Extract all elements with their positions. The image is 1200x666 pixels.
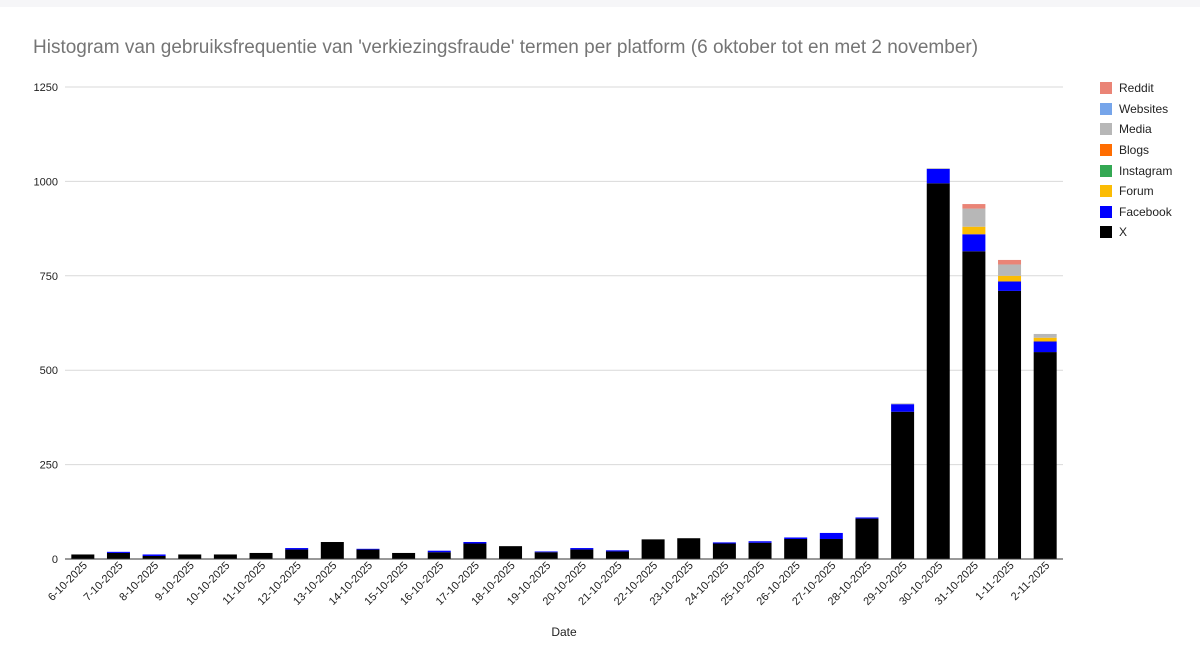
legend-item: X bbox=[1100, 222, 1172, 243]
bar-segment bbox=[926, 183, 950, 559]
legend-label: Websites bbox=[1119, 101, 1169, 116]
bar-segment bbox=[998, 281, 1022, 291]
top-strip bbox=[0, 0, 1200, 7]
legend-swatch bbox=[1100, 205, 1112, 218]
chart-title: Histogram van gebruiksfrequentie van 've… bbox=[33, 37, 979, 58]
legend-swatch bbox=[1100, 226, 1112, 239]
bar-segment bbox=[463, 543, 487, 559]
bar-segment bbox=[1033, 333, 1057, 338]
bar-segment bbox=[998, 290, 1022, 559]
bar-segment bbox=[570, 548, 594, 550]
bar-segment bbox=[285, 549, 309, 559]
legend-item: Websites bbox=[1100, 99, 1172, 120]
bar-segment bbox=[249, 552, 273, 559]
legend-swatch bbox=[1100, 82, 1112, 95]
bar-segment bbox=[605, 551, 629, 559]
bar-segment bbox=[962, 234, 986, 252]
legend-swatch bbox=[1100, 123, 1112, 136]
bar-segment bbox=[570, 549, 594, 559]
bar-segment bbox=[962, 204, 986, 209]
bar-segment bbox=[998, 275, 1022, 282]
bar-segment bbox=[784, 538, 808, 559]
legend-label: Forum bbox=[1119, 184, 1154, 199]
y-tick-label: 750 bbox=[40, 271, 58, 283]
legend-item: Forum bbox=[1100, 181, 1172, 202]
y-tick-label: 0 bbox=[52, 554, 58, 566]
bar-segment bbox=[891, 404, 915, 412]
legend-swatch bbox=[1100, 102, 1112, 115]
bar-segment bbox=[855, 518, 879, 559]
legend-label: X bbox=[1119, 225, 1128, 240]
bar-segment bbox=[855, 517, 879, 519]
bar-segment bbox=[392, 552, 416, 559]
bar-segment bbox=[819, 532, 843, 539]
legend-label: Blogs bbox=[1119, 143, 1150, 158]
bar-segment bbox=[534, 552, 558, 559]
bar-segment bbox=[784, 537, 808, 539]
y-tick-label: 250 bbox=[40, 460, 58, 472]
bar-segment bbox=[891, 411, 915, 559]
legend-label: Media bbox=[1119, 122, 1152, 137]
bar-segment bbox=[320, 542, 344, 559]
bar-segment bbox=[926, 168, 950, 169]
bar-segment bbox=[356, 548, 380, 550]
y-tick-label: 500 bbox=[40, 365, 58, 377]
bar-segment bbox=[1033, 341, 1057, 353]
bar-segment bbox=[605, 550, 629, 552]
bar-segment bbox=[499, 546, 523, 559]
bar-segment bbox=[891, 403, 915, 405]
legend-item: Blogs bbox=[1100, 140, 1172, 161]
bar-segment bbox=[1033, 352, 1057, 559]
bar-segment bbox=[356, 549, 380, 559]
legend-item: Media bbox=[1100, 119, 1172, 140]
bar-segment bbox=[748, 542, 772, 559]
bar-segment bbox=[427, 552, 451, 559]
x-axis-title: Date bbox=[551, 625, 577, 639]
bar-segment bbox=[962, 226, 986, 235]
bar-segment bbox=[819, 538, 843, 559]
bar-segment bbox=[712, 543, 736, 559]
legend-item: Facebook bbox=[1100, 202, 1172, 223]
bar-segment bbox=[285, 548, 309, 550]
y-tick-label: 1250 bbox=[34, 82, 58, 94]
legend-label: Instagram bbox=[1119, 163, 1173, 178]
bar-segment bbox=[463, 542, 487, 544]
bar-segment bbox=[534, 551, 558, 553]
bar-segment bbox=[142, 555, 166, 559]
bar-segment bbox=[178, 554, 202, 559]
bar-segment bbox=[213, 554, 237, 559]
bar-segment bbox=[998, 264, 1022, 276]
bar-segment bbox=[427, 550, 451, 553]
bar-segment bbox=[677, 538, 701, 559]
bar-segment bbox=[712, 542, 736, 544]
bar-segment bbox=[1033, 337, 1057, 342]
bar-segment bbox=[142, 554, 166, 556]
legend: Reddit Websites Media Blogs Instagram Forum Fa… bbox=[1100, 78, 1172, 243]
legend-swatch bbox=[1100, 185, 1112, 198]
y-tick-label: 1000 bbox=[34, 176, 58, 188]
bar-segment bbox=[748, 541, 772, 543]
x-tick-label: 2-11-2025 bbox=[1009, 560, 1052, 603]
bar-segment bbox=[71, 554, 95, 559]
bar-segment bbox=[106, 551, 130, 553]
legend-label: Reddit bbox=[1119, 81, 1154, 96]
bar-segment bbox=[962, 251, 986, 560]
legend-swatch bbox=[1100, 164, 1112, 177]
legend-swatch bbox=[1100, 144, 1112, 157]
legend-label: Facebook bbox=[1119, 204, 1172, 219]
bar-segment bbox=[641, 539, 665, 559]
bar-segment bbox=[998, 259, 1022, 265]
bar-segment bbox=[926, 168, 950, 184]
legend-item: Reddit bbox=[1100, 78, 1172, 99]
bar-segment bbox=[962, 208, 986, 227]
legend-item: Instagram bbox=[1100, 160, 1172, 181]
bar-segment bbox=[106, 552, 130, 559]
